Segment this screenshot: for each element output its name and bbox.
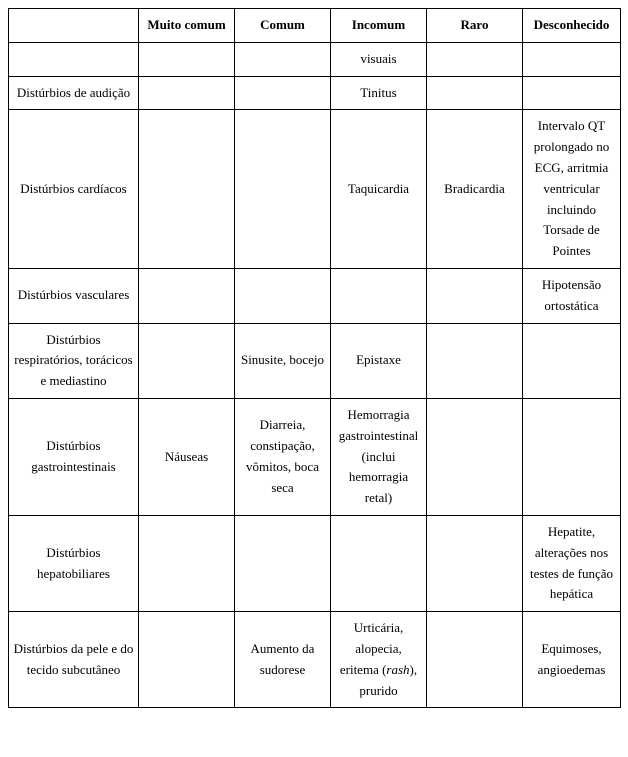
cell-rare [427,42,523,76]
cell-unknown [523,323,621,398]
cell-uncommon: Tinitus [331,76,427,110]
cell-very-common [139,42,235,76]
cell-common [235,42,331,76]
cell-very-common [139,323,235,398]
cell-category: Distúrbios cardíacos [9,110,139,269]
cell-rare: Bradicardia [427,110,523,269]
cell-uncommon: Taquicardia [331,110,427,269]
adverse-effects-table: Muito comum Comum Incomum Raro Desconhec… [8,8,621,708]
cell-common: Sinusite, bocejo [235,323,331,398]
cell-common [235,515,331,611]
cell-uncommon: Hemorragia gastrointestinal (inclui hemo… [331,398,427,515]
cell-very-common [139,76,235,110]
cell-unknown: Hipotensão ortostática [523,268,621,323]
cell-common [235,76,331,110]
table-body: visuaisDistúrbios de audiçãoTinitusDistú… [9,42,621,708]
cell-category: Distúrbios gastrointestinais [9,398,139,515]
table-row: Distúrbios gastrointestinaisNáuseasDiarr… [9,398,621,515]
cell-category: Distúrbios vasculares [9,268,139,323]
table-row: Distúrbios da pele e do tecido subcutâne… [9,612,621,708]
header-common: Comum [235,9,331,43]
cell-unknown [523,42,621,76]
cell-category: Distúrbios de audição [9,76,139,110]
cell-common: Diarreia, constipação, vômitos, boca sec… [235,398,331,515]
cell-rare [427,76,523,110]
cell-unknown [523,76,621,110]
table-row: Distúrbios respiratórios, torácicos e me… [9,323,621,398]
table-row: visuais [9,42,621,76]
cell-very-common [139,268,235,323]
cell-rare [427,612,523,708]
table-row: Distúrbios de audição Tinitus [9,76,621,110]
cell-uncommon: Epistaxe [331,323,427,398]
cell-rare [427,398,523,515]
cell-unknown [523,398,621,515]
cell-common: Aumento da sudorese [235,612,331,708]
cell-category [9,42,139,76]
header-category [9,9,139,43]
header-rare: Raro [427,9,523,43]
cell-rare [427,515,523,611]
cell-common [235,268,331,323]
cell-unknown: Hepatite, alterações nos testes de funçã… [523,515,621,611]
header-unknown: Desconhecido [523,9,621,43]
cell-very-common [139,110,235,269]
cell-uncommon [331,515,427,611]
cell-very-common: Náuseas [139,398,235,515]
cell-unknown: Equimoses, angioedemas [523,612,621,708]
cell-uncommon: visuais [331,42,427,76]
header-uncommon: Incomum [331,9,427,43]
cell-category: Distúrbios da pele e do tecido subcutâne… [9,612,139,708]
cell-rare [427,268,523,323]
cell-uncommon: Urticária, alopecia, eritema (rash), pru… [331,612,427,708]
cell-very-common [139,612,235,708]
table-header-row: Muito comum Comum Incomum Raro Desconhec… [9,9,621,43]
cell-rare [427,323,523,398]
cell-category: Distúrbios respiratórios, torácicos e me… [9,323,139,398]
cell-uncommon [331,268,427,323]
cell-very-common [139,515,235,611]
table-row: Distúrbios vasculares Hipotensão ortostát… [9,268,621,323]
table-row: Distúrbios hepatobiliares Hepatite, alter… [9,515,621,611]
cell-common [235,110,331,269]
header-very-common: Muito comum [139,9,235,43]
cell-category: Distúrbios hepatobiliares [9,515,139,611]
cell-unknown: Intervalo QT prolongado no ECG, arritmia… [523,110,621,269]
table-row: Distúrbios cardíacos TaquicardiaBradicard… [9,110,621,269]
